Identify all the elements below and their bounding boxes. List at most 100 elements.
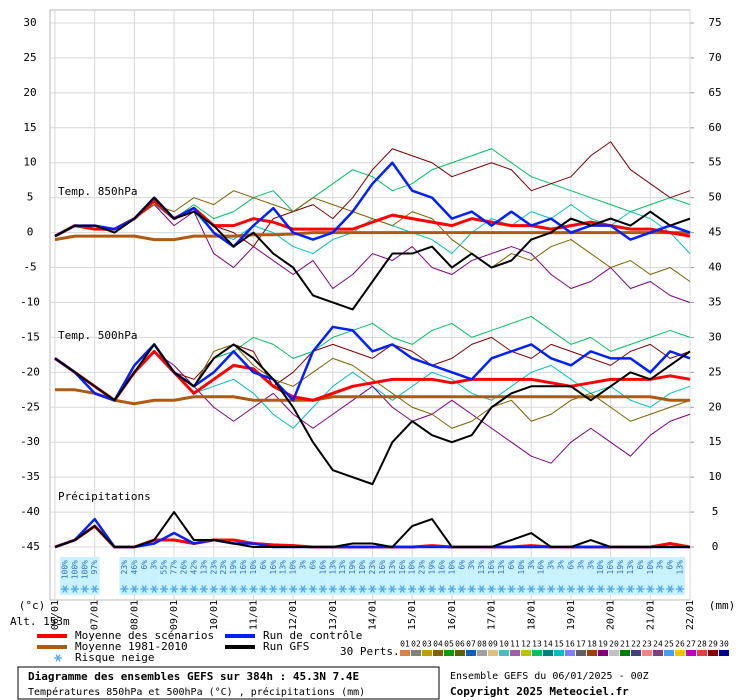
snow-label: 13%	[279, 560, 288, 575]
snow-label: 19%	[428, 560, 437, 575]
snow-cell	[645, 557, 656, 595]
chart-title: Diagramme des ensembles GEFS sur 384h : …	[28, 670, 359, 683]
snow-icon	[340, 585, 346, 593]
snow-label: 6%	[566, 560, 575, 570]
legend-label: Risque neige	[75, 651, 154, 664]
snow-label: 23%	[120, 560, 129, 575]
snow-cell	[536, 557, 547, 595]
y2-tick-label: 45	[708, 226, 721, 239]
y2-tick-label: 20	[708, 400, 721, 413]
snow-cell	[506, 557, 517, 595]
snow-label: 13%	[626, 560, 635, 575]
snow-label: 13%	[676, 560, 685, 575]
y-tick-label: -15	[20, 330, 40, 343]
snow-label: 19%	[348, 560, 357, 575]
snow-cell	[655, 557, 666, 595]
y2-tick-label: 25	[708, 365, 721, 378]
snow-label: 42%	[189, 560, 198, 575]
members-label: 30 Perts.	[340, 645, 400, 658]
y-tick-label: 0	[27, 226, 34, 239]
snow-cell	[298, 557, 309, 595]
snow-label: 23%	[219, 560, 228, 575]
snow-icon	[250, 585, 257, 593]
snow-icon	[558, 585, 564, 593]
snow-cell	[486, 557, 497, 595]
x-tick-label: 07/01	[90, 600, 101, 630]
snow-cell	[367, 557, 378, 595]
snow-cell	[178, 557, 189, 595]
snow-icon	[221, 585, 227, 593]
panel-label: Temp. 500hPa	[58, 329, 137, 342]
snow-label: 6%	[457, 560, 466, 570]
snow-icon	[171, 585, 177, 593]
member-swatch	[455, 650, 465, 656]
y2-tick-label: 10	[708, 470, 721, 483]
snow-cell	[347, 557, 358, 595]
member-swatch	[444, 650, 454, 656]
member-swatch	[488, 650, 498, 656]
snow-cell	[565, 557, 576, 595]
member-id: 22	[631, 640, 641, 649]
member-swatch	[664, 650, 674, 656]
snow-cell	[357, 557, 368, 595]
snow-label: 97%	[90, 560, 99, 575]
snow-label: 6%	[666, 560, 675, 570]
member-swatch	[433, 650, 443, 656]
snow-icon	[518, 585, 524, 593]
member-swatch	[653, 650, 663, 656]
snow-cell	[407, 557, 418, 595]
snow-cell	[556, 557, 567, 595]
member-line	[54, 204, 691, 303]
snow-cell	[198, 557, 209, 595]
member-swatch	[411, 650, 421, 656]
y2-tick-label: 30	[708, 330, 721, 343]
member-id: 25	[664, 640, 674, 649]
snow-label: 19%	[616, 560, 625, 575]
snow-label: 23%	[418, 560, 427, 575]
snow-icon	[151, 585, 157, 593]
snow-cell	[417, 557, 428, 595]
snow-label: 3%	[656, 560, 665, 570]
member-id: 24	[653, 640, 663, 649]
snow-label: 3%	[586, 560, 595, 570]
member-id: 19	[598, 640, 608, 649]
snow-icon	[459, 585, 465, 593]
snow-icon	[350, 585, 356, 593]
snow-cell	[436, 557, 447, 595]
snow-icon	[211, 585, 217, 593]
snow-icon	[479, 585, 485, 593]
snow-label: 13%	[477, 560, 486, 575]
snow-icon	[588, 585, 594, 593]
snow-label: 100%	[70, 560, 79, 579]
snow-cell	[59, 557, 70, 595]
y-tick-label: 5	[27, 191, 34, 204]
y-tick-label: -10	[20, 295, 40, 308]
y2-tick-label: 55	[708, 156, 721, 169]
member-id: 29	[708, 640, 718, 649]
snow-label: 3%	[557, 560, 566, 570]
member-id: 12	[521, 640, 531, 649]
member-id: 01	[400, 640, 410, 649]
snow-label: 13%	[388, 560, 397, 575]
snow-label: 16%	[487, 560, 496, 575]
member-swatch	[532, 650, 542, 656]
snow-icon	[320, 585, 326, 593]
y2-tick-label: 65	[708, 86, 721, 99]
snow-label: 6%	[308, 560, 317, 570]
snow-label: 16%	[606, 560, 615, 575]
snow-icon	[637, 585, 643, 593]
snow-icon	[608, 585, 614, 593]
snow-icon	[300, 585, 306, 593]
snow-cell	[496, 557, 507, 595]
snow-label: 100%	[80, 560, 89, 579]
snow-cell	[397, 557, 408, 595]
snow-icon	[260, 585, 266, 593]
member-swatch	[422, 650, 432, 656]
member-swatch	[499, 650, 509, 656]
y-tick-label: -5	[23, 261, 36, 274]
member-id: 03	[422, 640, 432, 649]
snow-icon	[578, 585, 584, 593]
snow-icon	[548, 585, 554, 593]
y2-tick-label: 0	[712, 540, 719, 553]
